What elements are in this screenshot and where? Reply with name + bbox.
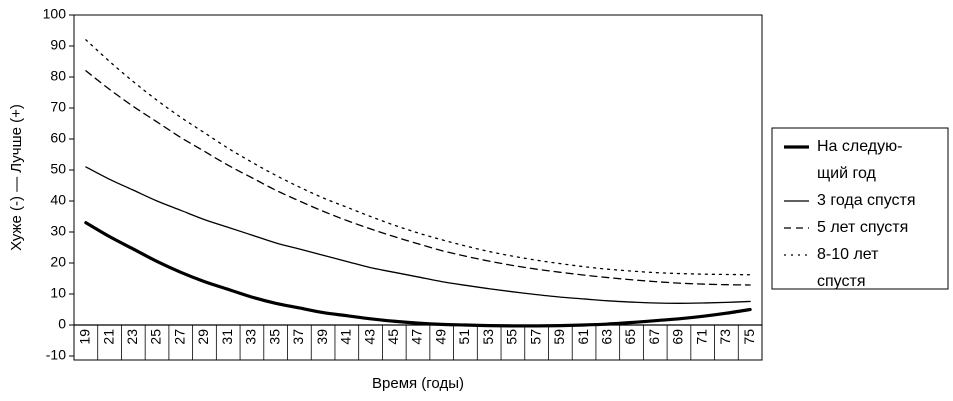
y-tick-label: 0 (58, 316, 66, 332)
x-tick-label: 61 (575, 329, 591, 345)
y-tick-label: -10 (46, 347, 66, 363)
x-axis-title: Время (годы) (372, 375, 464, 392)
y-tick-label: 80 (50, 68, 66, 84)
y-tick-label: 100 (43, 6, 67, 22)
legend-label-1: щий год (817, 165, 877, 182)
y-tick-label: 10 (50, 285, 66, 301)
y-tick-label: 50 (50, 161, 66, 177)
x-tick-label: 47 (409, 329, 425, 345)
y-tick-label: 90 (50, 37, 66, 53)
x-tick-label: 41 (338, 329, 354, 345)
legend-box (771, 127, 949, 290)
x-tick-label: 23 (124, 329, 140, 345)
x-tick-label: 71 (693, 329, 709, 345)
y-tick-label: 20 (50, 254, 66, 270)
x-tick-label: 55 (504, 329, 520, 345)
series-line-1 (84, 221, 752, 328)
x-tick-label: 69 (670, 329, 686, 345)
legend-label-3: 5 лет спустя (817, 219, 908, 236)
x-tick-label: 51 (456, 329, 472, 345)
x-tick-label: 19 (77, 329, 93, 345)
x-tick-label: 57 (527, 329, 543, 345)
x-tick-label: 73 (717, 329, 733, 345)
x-tick-label: 45 (385, 329, 401, 345)
x-tick-label: 65 (622, 329, 638, 345)
y-tick-label: 60 (50, 130, 66, 146)
plot-frame (73, 14, 763, 361)
y-tick-label: 40 (50, 192, 66, 208)
legend-label-2: 3 года спустя (817, 192, 916, 209)
x-tick-label: 25 (148, 329, 164, 345)
x-tick-label: 67 (646, 329, 662, 345)
x-tick-label: 31 (219, 329, 235, 345)
y-tick-label: 70 (50, 99, 66, 115)
legend-label-4: 8-10 лет (817, 246, 879, 263)
x-tick-label: 37 (290, 329, 306, 345)
x-tick-label: 59 (551, 329, 567, 345)
series-line-3 (85, 70, 751, 286)
y-axis-title: Хуже (-) — Лучше (+) (8, 104, 25, 251)
x-tick-label: 27 (171, 329, 187, 345)
x-tick-label: 75 (741, 329, 757, 345)
x-tick-label: 49 (432, 329, 448, 345)
x-tick-label: 21 (100, 329, 116, 345)
series-line-4 (85, 39, 751, 276)
legend-label-4: спустя (817, 273, 865, 290)
x-tick-label: 35 (266, 329, 282, 345)
legend-label-1: На следую- (817, 138, 902, 155)
x-tick-label: 33 (243, 329, 259, 345)
x-tick-label: 43 (361, 329, 377, 345)
x-tick-label: 63 (598, 329, 614, 345)
x-tick-label: 29 (195, 329, 211, 345)
y-tick-label: 30 (50, 223, 66, 239)
series-line-2 (85, 166, 751, 304)
x-tick-label: 53 (480, 329, 496, 345)
x-tick-label: 39 (314, 329, 330, 345)
